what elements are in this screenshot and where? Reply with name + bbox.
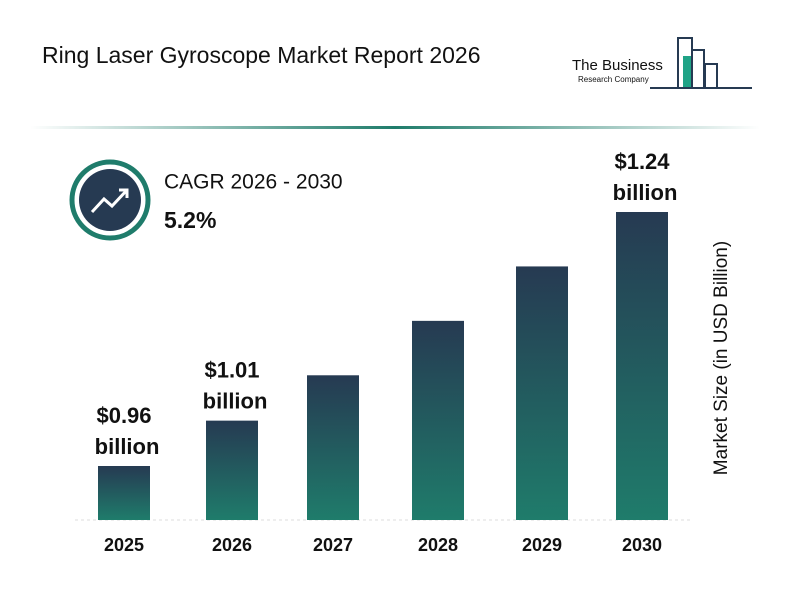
value-label: $1.01 billion xyxy=(197,357,268,413)
divider xyxy=(30,126,760,129)
brand-line: Research Company xyxy=(578,75,649,84)
value-label: $0.96 billion xyxy=(89,403,160,459)
x-tick-label: 2027 xyxy=(313,535,353,555)
x-tick-label: 2030 xyxy=(622,535,662,555)
x-tick-label: 2029 xyxy=(522,535,562,555)
x-tick-label: 2028 xyxy=(418,535,458,555)
bar xyxy=(98,465,150,520)
cagr-icon xyxy=(69,159,151,241)
y-axis-label: Market Size (in USD Billion) xyxy=(711,241,732,475)
value-label: $1.24 billion xyxy=(607,149,678,205)
bar xyxy=(616,212,668,520)
brand-line: The Business xyxy=(572,57,663,74)
bar xyxy=(206,420,258,520)
x-tick-label: 2026 xyxy=(212,535,252,555)
cagr-value: 5.2% xyxy=(164,207,216,233)
bar xyxy=(516,266,568,520)
cagr-label: CAGR 2026 - 2030 xyxy=(164,171,343,194)
bar xyxy=(412,320,464,520)
bar xyxy=(307,375,359,520)
x-tick-label: 2025 xyxy=(104,535,144,555)
chart-title: Ring Laser Gyroscope Market Report 2026 xyxy=(42,42,481,68)
logo: The Business Research Company xyxy=(572,37,752,89)
